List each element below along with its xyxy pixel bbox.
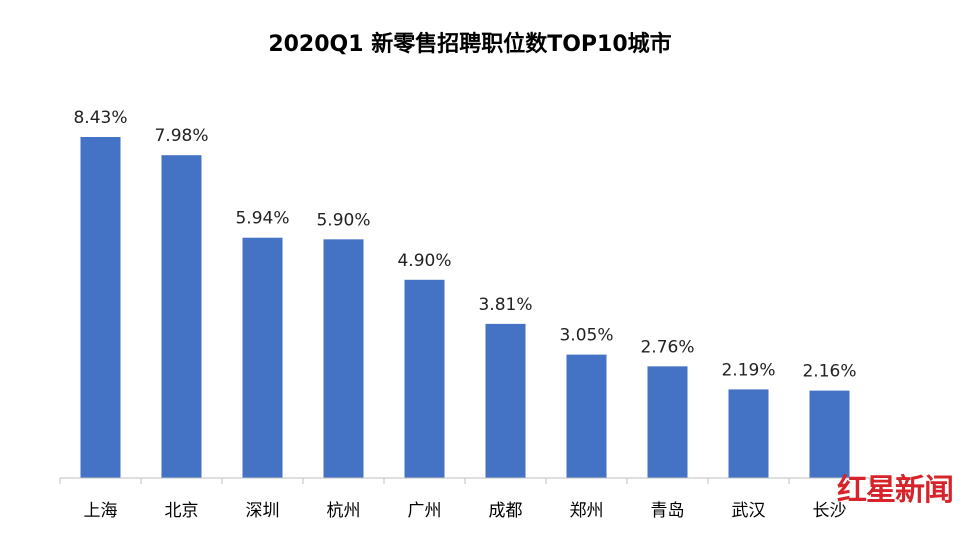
category-label: 深圳	[246, 501, 280, 521]
bars-group	[80, 137, 850, 478]
data-label: 5.94%	[235, 209, 289, 229]
category-label: 郑州	[570, 501, 604, 521]
data-label: 5.90%	[316, 210, 370, 230]
bar-成都	[485, 323, 526, 478]
category-label: 杭州	[327, 501, 361, 521]
bar-杭州	[323, 239, 364, 478]
category-label: 北京	[165, 501, 199, 521]
chart-title: 2020Q1 新零售招聘职位数TOP10城市	[268, 31, 671, 57]
data-label: 2.16%	[802, 362, 856, 382]
watermark-logo: 红星新闻	[837, 473, 954, 508]
data-label: 8.43%	[73, 108, 127, 128]
data-label: 2.19%	[721, 360, 775, 380]
data-label: 3.05%	[559, 326, 613, 346]
bar-北京	[161, 155, 202, 478]
category-label: 长沙	[813, 501, 847, 521]
bar-上海	[80, 137, 121, 478]
bar-长沙	[809, 390, 850, 478]
x-ticks-group	[59, 478, 871, 484]
bar-郑州	[566, 354, 607, 478]
category-labels-group: 上海 北京 深圳 杭州 广州 成都 郑州 青岛 武汉 长沙	[84, 501, 847, 521]
data-label: 7.98%	[154, 126, 208, 146]
category-label: 上海	[84, 501, 118, 521]
bar-青岛	[647, 366, 688, 478]
data-labels-group: 8.43% 7.98% 5.94% 5.90% 4.90% 3.81% 3.05% 2.76%…	[73, 108, 856, 382]
bar-武汉	[728, 389, 769, 478]
bar-广州	[404, 279, 445, 478]
category-label: 成都	[489, 501, 523, 521]
data-label: 4.90%	[397, 251, 451, 271]
data-label: 2.76%	[640, 337, 694, 357]
category-label: 武汉	[732, 501, 766, 521]
category-label: 广州	[408, 501, 442, 521]
category-label: 青岛	[651, 501, 685, 521]
bar-深圳	[242, 237, 283, 478]
data-label: 3.81%	[478, 295, 532, 315]
